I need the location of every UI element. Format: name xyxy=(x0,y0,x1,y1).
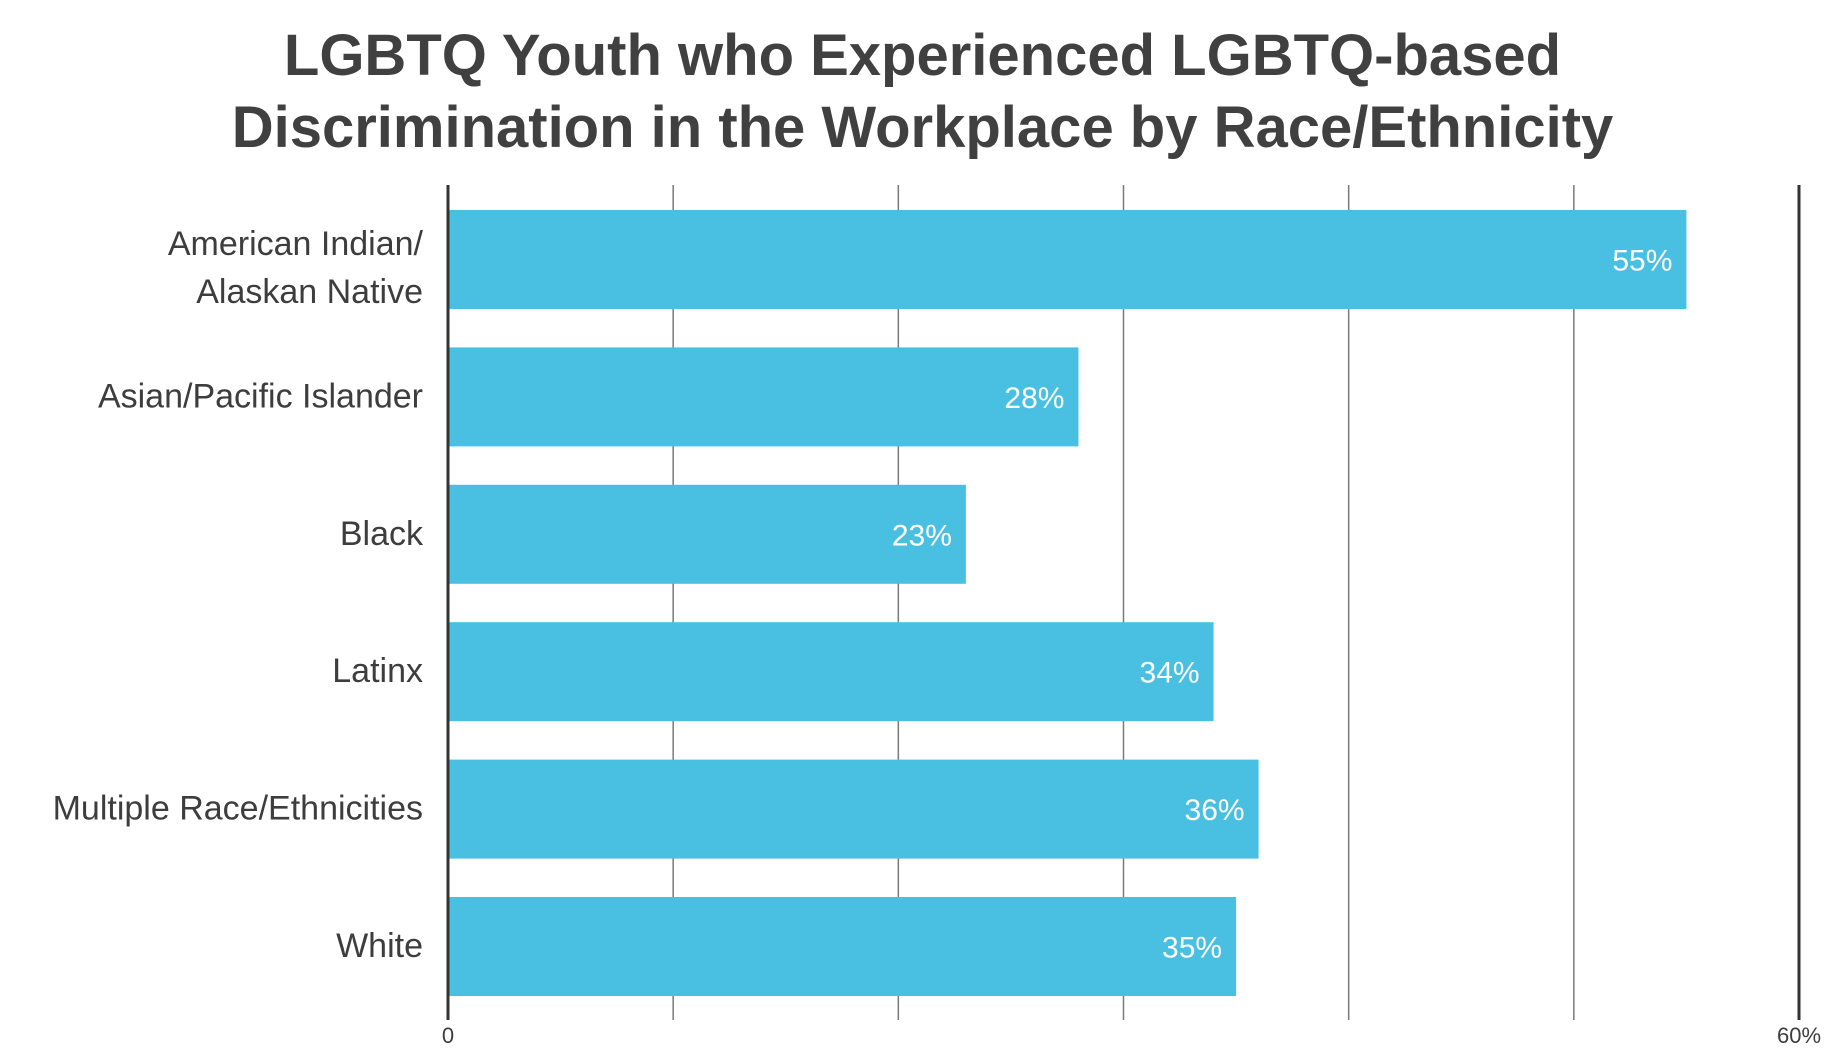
value-label-0: 55% xyxy=(1612,245,1672,278)
tick-label-0: 0 xyxy=(442,1023,454,1048)
chart-title-line-1: LGBTQ Youth who Experienced LGBTQ-based xyxy=(283,23,1562,88)
value-label-2: 23% xyxy=(892,519,952,552)
value-label-5: 35% xyxy=(1162,932,1222,965)
bar-5 xyxy=(448,897,1237,996)
category-label-5: White xyxy=(336,927,423,965)
category-label-0: American Indian/Alaskan Native xyxy=(168,225,424,311)
labels: 55% American Indian/Alaskan Native 28% Asia… xyxy=(53,225,1821,1048)
category-label-2: Black xyxy=(340,515,424,553)
category-label-3: Latinx xyxy=(332,652,423,690)
bar-1 xyxy=(448,347,1079,447)
category-label-4: Multiple Race/Ethnicities xyxy=(53,790,423,828)
bar-3 xyxy=(448,622,1214,722)
tick-label-1: 60% xyxy=(1777,1023,1821,1048)
category-label-1: Asian/Pacific Islander xyxy=(98,377,423,415)
value-label-4: 36% xyxy=(1185,794,1245,827)
value-label-3: 34% xyxy=(1140,657,1200,690)
chart-title: LGBTQ Youth who Experienced LGBTQ-based … xyxy=(0,20,1845,164)
chart-title-line-2: Discrimination in the Workplace by Race/… xyxy=(231,95,1614,160)
bar-4 xyxy=(448,759,1259,859)
value-label-1: 28% xyxy=(1004,382,1064,415)
bar-2 xyxy=(448,484,966,584)
bars xyxy=(448,210,1687,996)
axes xyxy=(446,185,1801,1020)
gridlines xyxy=(672,185,1575,1020)
bar-0 xyxy=(448,210,1687,309)
